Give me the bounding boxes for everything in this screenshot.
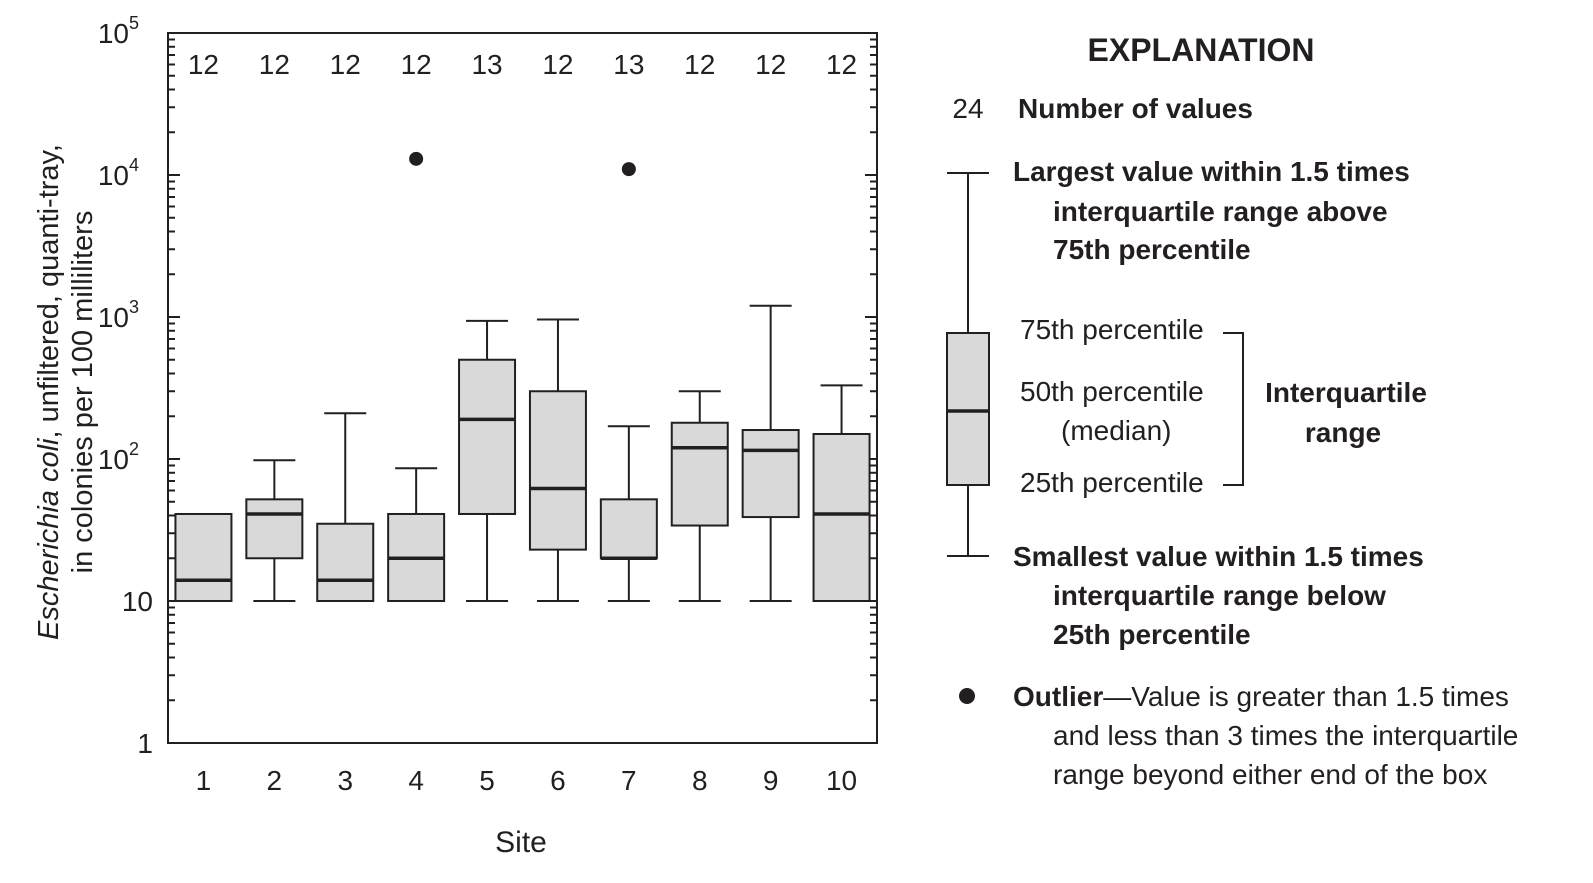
x-tick-label: 5 [479, 765, 495, 796]
box-site-1 [174, 512, 233, 602]
iqr-box [174, 512, 233, 602]
box-site-6 [528, 318, 587, 602]
box-site-3 [316, 412, 375, 602]
y-axis-title-italic: Escherichia coli [33, 437, 65, 640]
y-tick-label: 103 [98, 297, 139, 333]
legend-lower-line2: interquartile range below [1053, 580, 1386, 611]
iqr-box [458, 358, 517, 515]
x-tick-label: 4 [408, 765, 424, 796]
legend-title: EXPLANATION [1088, 32, 1315, 68]
x-tick-label: 1 [196, 765, 212, 796]
count-label: 13 [613, 49, 644, 80]
iqr-box [599, 498, 658, 560]
legend-outlier-line1: Outlier—Value is greater than 1.5 times [1013, 681, 1509, 712]
count-label: 12 [401, 49, 432, 80]
y-tick-label: 102 [98, 439, 139, 475]
count-label: 12 [755, 49, 786, 80]
x-tick-label: 7 [621, 765, 637, 796]
box-site-10 [812, 384, 871, 603]
outlier-point [409, 151, 424, 166]
legend-p75: 75th percentile [1020, 314, 1204, 345]
y-axis-ticks [168, 38, 877, 702]
x-tick-label: 8 [692, 765, 708, 796]
legend-outlier-bold: Outlier [1013, 681, 1103, 712]
iqr-box [741, 429, 800, 519]
legend-outlier-desc: —Value is greater than 1.5 times [1103, 681, 1509, 712]
y-tick-label: 1 [137, 728, 153, 759]
box-site-9 [741, 304, 800, 602]
iqr-box [316, 522, 375, 602]
x-tick-label: 3 [337, 765, 353, 796]
legend-box [946, 332, 990, 486]
legend-count-label: Number of values [1018, 93, 1253, 124]
y-tick-label: 10 [122, 586, 153, 617]
x-tick-label: 10 [826, 765, 857, 796]
legend-iqr-line1: Interquartile [1265, 377, 1427, 408]
legend-upper-line3: 75th percentile [1053, 234, 1251, 265]
y-tick-label: 104 [98, 155, 139, 191]
legend-lower-line1: Smallest value within 1.5 times [1013, 541, 1424, 572]
count-label: 12 [542, 49, 573, 80]
x-tick-label: 9 [763, 765, 779, 796]
box-site-5 [458, 319, 517, 602]
legend-count-example: 24 [952, 93, 983, 124]
x-axis-title: Site [495, 826, 547, 859]
legend-p50: 50th percentile [1020, 376, 1204, 407]
iqr-box [528, 390, 587, 551]
outlier-point [621, 162, 636, 177]
count-label: 12 [259, 49, 290, 80]
iqr-box [245, 498, 304, 560]
y-tick-label: 105 [98, 13, 139, 49]
x-axis-tick-labels: 1 2 3 4 5 6 7 8 9 10 [196, 765, 857, 796]
count-label: 12 [330, 49, 361, 80]
legend-p50-sub: (median) [1061, 415, 1171, 446]
legend-iqr-line2: range [1305, 417, 1381, 448]
y-axis-title: Escherichia coli, unfiltered, quanti-tra… [33, 144, 99, 640]
iqr-box [670, 421, 729, 527]
box-site-2 [245, 459, 304, 602]
sample-counts: 12 12 12 12 13 12 13 12 12 12 [188, 49, 857, 80]
count-label: 12 [188, 49, 219, 80]
iqr-box [812, 432, 871, 603]
y-axis-tick-labels: 1 10 102 103 104 105 [98, 13, 153, 759]
x-tick-label: 2 [267, 765, 283, 796]
box-site-7 [599, 425, 658, 602]
legend-lower-line3: 25th percentile [1053, 619, 1251, 650]
count-label: 13 [471, 49, 502, 80]
count-label: 12 [684, 49, 715, 80]
plot-frame [167, 32, 878, 744]
legend-outlier-dot [959, 688, 975, 704]
explanation-legend: EXPLANATION 24 Number of values Largest … [946, 32, 1518, 790]
box-site-8 [670, 390, 729, 602]
boxes [174, 151, 871, 603]
legend-iqr-bracket [1223, 332, 1244, 486]
legend-outlier-line3: range beyond either end of the box [1053, 759, 1487, 790]
y-axis-title-rest: , unfiltered, quanti-tray, [33, 144, 65, 438]
legend-outlier-line2: and less than 3 times the interquartile [1053, 720, 1518, 751]
legend-p25: 25th percentile [1020, 467, 1204, 498]
box-site-4 [387, 467, 446, 602]
y-axis-title-line2: in colonies per 100 milliliters [67, 211, 99, 574]
svg-text:Escherichia coli, unfiltered,: Escherichia coli, unfiltered, quanti-tra… [33, 144, 65, 640]
x-tick-label: 6 [550, 765, 566, 796]
legend-example-box [946, 172, 990, 557]
legend-upper-line1: Largest value within 1.5 times [1013, 156, 1410, 187]
legend-upper-line2: interquartile range above [1053, 196, 1388, 227]
count-label: 12 [826, 49, 857, 80]
